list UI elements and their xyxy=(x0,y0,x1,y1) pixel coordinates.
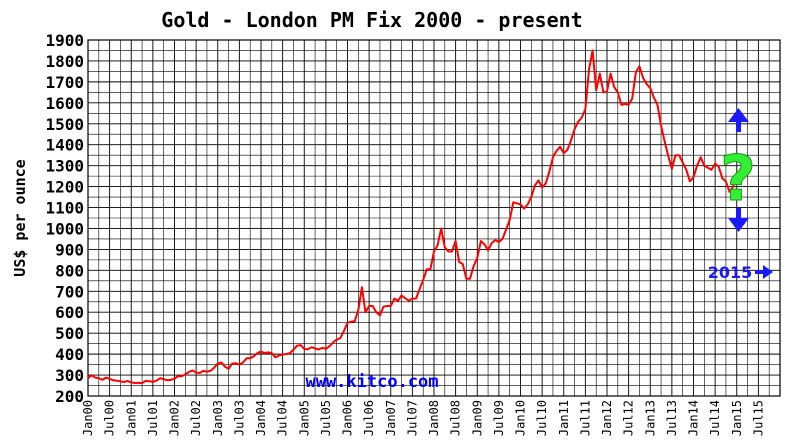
y-tick-label: 300 xyxy=(55,366,84,385)
x-tick-label: Jan14 xyxy=(687,400,701,436)
y-tick-label: 700 xyxy=(55,282,84,301)
grid-lines xyxy=(88,40,780,396)
x-tick-label: Jan13 xyxy=(643,400,657,436)
series-layer xyxy=(87,49,738,385)
series-line-gold-price xyxy=(87,49,738,385)
x-tick-label: Jan09 xyxy=(470,400,484,436)
y-tick-label: 1400 xyxy=(45,136,84,155)
x-tick-label: Jul09 xyxy=(492,400,506,436)
x-tick-label: Jul15 xyxy=(751,400,765,436)
x-tick-labels: Jan00 Jul00 Jan01 Jul01 Jan02 Jul02 Jan03 Jul03… xyxy=(81,400,765,436)
x-tick-label: Jan08 xyxy=(427,400,441,436)
x-tick-label: Jan06 xyxy=(341,400,355,436)
y-tick-label: 1200 xyxy=(45,178,84,197)
x-tick-label: Jul11 xyxy=(578,400,592,436)
x-tick-label: Jan15 xyxy=(730,400,744,436)
question-mark-icon: ? xyxy=(720,142,756,215)
x-tick-label: Jan05 xyxy=(297,400,311,436)
y-tick-label: 800 xyxy=(55,261,84,280)
x-tick-label: Jul02 xyxy=(189,400,203,436)
x-tick-label: Jul00 xyxy=(103,400,117,436)
y-tick-label: 500 xyxy=(55,324,84,343)
y-tick-label: 600 xyxy=(55,303,84,322)
x-tick-label: Jan10 xyxy=(514,400,528,436)
x-tick-label: Jan04 xyxy=(254,400,268,436)
x-tick-label: Jul05 xyxy=(319,400,333,436)
y-tick-label: 1600 xyxy=(45,94,84,113)
chart-title: Gold - London PM Fix 2000 - present xyxy=(161,8,582,32)
up-arrow-icon xyxy=(728,108,749,132)
x-tick-label: Jul14 xyxy=(708,400,722,436)
watermark-text: www.kitco.com xyxy=(305,372,438,392)
right-arrow-icon xyxy=(755,265,773,279)
y-tick-label: 1300 xyxy=(45,157,84,176)
x-tick-label: Jul13 xyxy=(665,400,679,436)
x-tick-label: Jan12 xyxy=(600,400,614,436)
y-tick-label: 1700 xyxy=(45,73,84,92)
x-tick-label: Jan02 xyxy=(168,400,182,436)
year-2015-marker: 2015 xyxy=(708,263,753,282)
x-tick-label: Jan07 xyxy=(384,400,398,436)
x-tick-label: Jan01 xyxy=(124,400,138,436)
y-tick-label: 1100 xyxy=(45,199,84,218)
y-tick-label: 1000 xyxy=(45,219,84,238)
x-tick-label: Jul04 xyxy=(276,400,290,436)
y-tick-label: 400 xyxy=(55,345,84,364)
x-tick-label: Jul03 xyxy=(232,400,246,436)
x-tick-label: Jan03 xyxy=(211,400,225,436)
x-tick-label: Jul01 xyxy=(146,400,160,436)
x-tick-label: Jul10 xyxy=(535,400,549,436)
x-tick-label: Jan00 xyxy=(81,400,95,436)
y-tick-label: 200 xyxy=(55,387,84,406)
x-tick-label: Jul08 xyxy=(449,400,463,436)
x-tick-label: Jul12 xyxy=(622,400,636,436)
x-tick-label: Jan11 xyxy=(557,400,571,436)
y-tick-label: 1500 xyxy=(45,115,84,134)
x-tick-label: Jul07 xyxy=(405,400,419,436)
y-tick-label: 1800 xyxy=(45,52,84,71)
y-tick-label: 1900 xyxy=(45,31,84,50)
down-arrow-icon xyxy=(728,208,749,232)
x-tick-label: Jul06 xyxy=(362,400,376,436)
y-axis-label: US$ per ounce xyxy=(11,159,29,276)
y-tick-label: 900 xyxy=(55,240,84,259)
